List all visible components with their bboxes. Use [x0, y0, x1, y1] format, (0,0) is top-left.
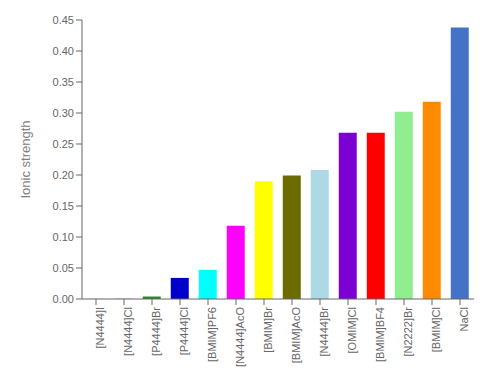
svg-text:0.45: 0.45 [53, 14, 74, 26]
svg-text:0.05: 0.05 [53, 262, 74, 274]
svg-text:0.10: 0.10 [53, 231, 74, 243]
svg-text:0.15: 0.15 [53, 200, 74, 212]
svg-text:[N4444]AcO: [N4444]AcO [234, 307, 246, 367]
svg-text:Ionic strength: Ionic strength [18, 120, 33, 198]
svg-text:[BMIM]Br: [BMIM]Br [262, 307, 274, 353]
svg-text:[BMIM]Cl: [BMIM]Cl [430, 307, 442, 352]
svg-text:0.40: 0.40 [53, 45, 74, 57]
svg-text:0.30: 0.30 [53, 107, 74, 119]
svg-text:NaCl: NaCl [458, 307, 470, 331]
svg-text:[BMIM]PF6: [BMIM]PF6 [206, 307, 218, 362]
svg-text:[BMIM]AcO: [BMIM]AcO [290, 307, 302, 364]
svg-text:[N2222]Br: [N2222]Br [402, 307, 414, 357]
svg-text:[N4444]Br: [N4444]Br [318, 307, 330, 357]
svg-text:0.20: 0.20 [53, 169, 74, 181]
svg-text:[N4444]Cl: [N4444]Cl [122, 307, 134, 356]
svg-text:[N4444]I: [N4444]I [94, 307, 106, 349]
svg-text:0.35: 0.35 [53, 76, 74, 88]
svg-text:[P4444]Br: [P4444]Br [150, 307, 162, 356]
svg-text:0.00: 0.00 [53, 293, 74, 305]
svg-text:0.25: 0.25 [53, 138, 74, 150]
svg-text:[OMIM]Cl: [OMIM]Cl [346, 307, 358, 353]
svg-text:[P4444]Cl: [P4444]Cl [178, 307, 190, 355]
svg-text:[BMIM]BF4: [BMIM]BF4 [374, 307, 386, 362]
